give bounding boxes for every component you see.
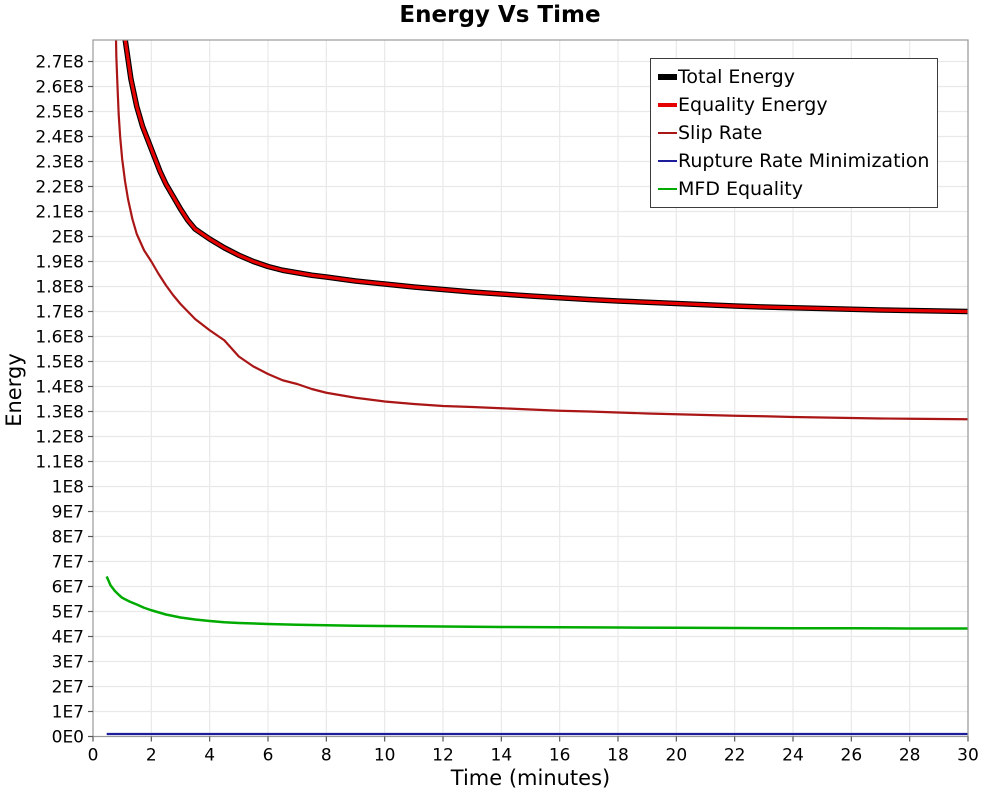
x-tick-label: 0 xyxy=(88,746,99,766)
x-tick-label: 22 xyxy=(724,746,746,766)
y-tick-label: 2.7E8 xyxy=(35,53,84,73)
series-line-slip-rate xyxy=(114,40,968,421)
y-tick-label: 1E8 xyxy=(52,478,84,498)
y-tick-label: 2.4E8 xyxy=(35,128,84,148)
legend-label: MFD Equality xyxy=(678,178,803,200)
y-tick-label: 6E7 xyxy=(52,578,84,598)
x-tick-label: 28 xyxy=(899,746,921,766)
y-tick-label: 2.2E8 xyxy=(35,178,84,198)
legend-label: Slip Rate xyxy=(678,122,763,144)
y-tick-label: 4E7 xyxy=(52,628,84,648)
legend-swatch-icon xyxy=(658,131,677,135)
x-tick-label: 14 xyxy=(491,746,513,766)
legend-swatch-icon xyxy=(658,74,677,80)
y-tick-label: 1.9E8 xyxy=(35,253,84,273)
y-tick-label: 2E7 xyxy=(52,678,84,698)
legend-swatch-icon xyxy=(658,159,677,163)
y-tick-label: 1.6E8 xyxy=(35,328,84,348)
x-tick-label: 18 xyxy=(607,746,629,766)
y-tick-label: 1.3E8 xyxy=(35,403,84,423)
chart-title: Energy Vs Time xyxy=(399,2,601,28)
y-tick-label: 1E7 xyxy=(52,703,84,723)
y-tick-label: 3E7 xyxy=(52,653,84,673)
x-axis-label: Time (minutes) xyxy=(450,766,611,790)
y-tick-label: 2.1E8 xyxy=(35,203,84,223)
y-tick-label: 1.1E8 xyxy=(35,453,84,473)
y-tick-label: 1.8E8 xyxy=(35,278,84,298)
legend-item: Equality Energy xyxy=(658,91,929,119)
x-tick-label: 26 xyxy=(841,746,863,766)
series-line-mfd-equality xyxy=(105,576,968,630)
legend-swatch-icon xyxy=(658,103,677,107)
legend-label: Rupture Rate Minimization xyxy=(678,150,930,172)
x-tick-label: 16 xyxy=(549,746,571,766)
legend-item: Rupture Rate Minimization xyxy=(658,147,929,175)
y-tick-label: 2.5E8 xyxy=(35,103,84,123)
y-axis-label: Energy xyxy=(2,353,26,427)
y-tick-label: 5E7 xyxy=(52,603,84,623)
plot-frame xyxy=(92,39,969,738)
y-tick-label: 1.4E8 xyxy=(35,378,84,398)
x-tick-label: 12 xyxy=(432,746,454,766)
legend-item: Slip Rate xyxy=(658,119,929,147)
x-tick-label: 4 xyxy=(204,746,215,766)
legend-label: Equality Energy xyxy=(678,94,828,116)
y-tick-label: 7E7 xyxy=(52,553,84,573)
x-tick-label: 20 xyxy=(666,746,688,766)
y-tick-label: 2E8 xyxy=(52,228,84,248)
y-tick-label: 1.2E8 xyxy=(35,428,84,448)
y-tick-label: 2.3E8 xyxy=(35,153,84,173)
series-line-equality-energy xyxy=(123,40,968,314)
x-tick-label: 30 xyxy=(957,746,979,766)
y-tick-label: 0E0 xyxy=(52,728,84,748)
legend-label: Total Energy xyxy=(678,66,795,88)
x-tick-label: 6 xyxy=(263,746,274,766)
legend: Total Energy Equality Energy Slip Rate Rupt… xyxy=(650,58,939,208)
legend-item: Total Energy xyxy=(658,63,929,91)
y-tick-label: 9E7 xyxy=(52,503,84,523)
y-tick-label: 8E7 xyxy=(52,528,84,548)
x-tick-label: 8 xyxy=(321,746,332,766)
legend-item: MFD Equality xyxy=(658,175,929,203)
y-tick-label: 2.6E8 xyxy=(35,78,84,98)
y-tick-label: 1.7E8 xyxy=(35,303,84,323)
x-tick-label: 24 xyxy=(782,746,804,766)
legend-swatch-icon xyxy=(658,187,677,191)
x-tick-label: 2 xyxy=(146,746,157,766)
x-tick-label: 10 xyxy=(374,746,396,766)
y-tick-label: 1.5E8 xyxy=(35,353,84,373)
